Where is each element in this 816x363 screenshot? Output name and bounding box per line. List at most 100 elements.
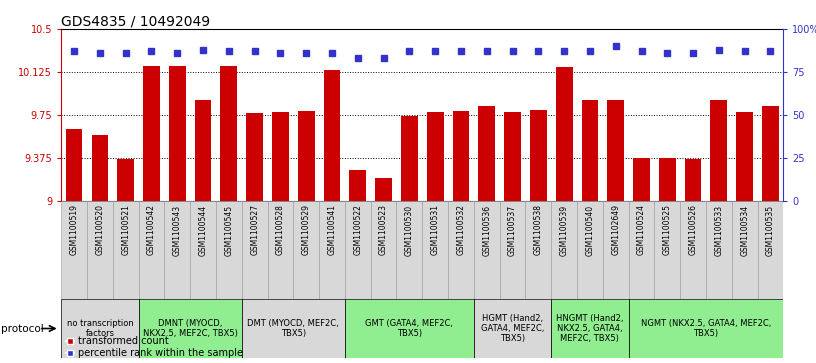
Text: GSM1100533: GSM1100533 bbox=[714, 204, 723, 256]
Bar bbox=[654, 201, 681, 299]
Bar bbox=[61, 201, 87, 299]
Text: GSM1100539: GSM1100539 bbox=[560, 204, 569, 256]
Text: GDS4835 / 10492049: GDS4835 / 10492049 bbox=[61, 15, 211, 29]
Bar bbox=[607, 100, 624, 201]
Bar bbox=[324, 70, 340, 201]
Bar bbox=[427, 112, 444, 201]
Bar bbox=[349, 171, 366, 201]
Bar bbox=[659, 158, 676, 201]
Bar bbox=[272, 112, 289, 201]
Bar bbox=[220, 66, 237, 201]
Bar bbox=[87, 201, 113, 299]
Legend: transformed count, percentile rank within the sample: transformed count, percentile rank withi… bbox=[66, 336, 242, 358]
Text: GSM1100543: GSM1100543 bbox=[173, 204, 182, 256]
Text: GSM1100534: GSM1100534 bbox=[740, 204, 749, 256]
Bar bbox=[736, 112, 753, 201]
Bar bbox=[91, 135, 109, 201]
Bar bbox=[139, 299, 242, 358]
Text: GSM1102649: GSM1102649 bbox=[611, 204, 620, 256]
Text: DMT (MYOCD, MEF2C,
TBX5): DMT (MYOCD, MEF2C, TBX5) bbox=[247, 319, 339, 338]
Text: no transcription
factors: no transcription factors bbox=[67, 319, 133, 338]
Bar bbox=[504, 112, 521, 201]
Text: GMT (GATA4, MEF2C,
TBX5): GMT (GATA4, MEF2C, TBX5) bbox=[366, 319, 454, 338]
Bar bbox=[453, 111, 469, 201]
Text: GSM1100525: GSM1100525 bbox=[663, 204, 672, 256]
Text: GSM1100536: GSM1100536 bbox=[482, 204, 491, 256]
Text: GSM1100542: GSM1100542 bbox=[147, 204, 156, 256]
Bar bbox=[190, 201, 216, 299]
Bar bbox=[397, 201, 423, 299]
Bar bbox=[711, 100, 727, 201]
Text: protocol: protocol bbox=[1, 323, 43, 334]
Text: GSM1100519: GSM1100519 bbox=[69, 204, 78, 256]
Text: NGMT (NKX2.5, GATA4, MEF2C,
TBX5): NGMT (NKX2.5, GATA4, MEF2C, TBX5) bbox=[641, 319, 771, 338]
Bar bbox=[66, 129, 82, 201]
Text: GSM1100544: GSM1100544 bbox=[198, 204, 207, 256]
Bar bbox=[293, 201, 319, 299]
Bar bbox=[762, 106, 778, 201]
Bar bbox=[345, 299, 474, 358]
Bar bbox=[552, 201, 577, 299]
Bar bbox=[268, 201, 293, 299]
Bar bbox=[370, 201, 397, 299]
Bar bbox=[375, 179, 392, 201]
Bar bbox=[195, 100, 211, 201]
Bar bbox=[628, 201, 654, 299]
Text: GSM1100522: GSM1100522 bbox=[353, 204, 362, 255]
Bar bbox=[61, 299, 139, 358]
Bar bbox=[298, 111, 315, 201]
Bar bbox=[577, 201, 603, 299]
Text: GSM1100531: GSM1100531 bbox=[431, 204, 440, 256]
Bar bbox=[169, 66, 186, 201]
Bar bbox=[164, 201, 190, 299]
Bar bbox=[345, 201, 370, 299]
Text: GSM1100541: GSM1100541 bbox=[327, 204, 336, 256]
Text: GSM1100535: GSM1100535 bbox=[766, 204, 775, 256]
Bar bbox=[139, 201, 164, 299]
Text: GSM1100524: GSM1100524 bbox=[637, 204, 646, 256]
Bar bbox=[552, 299, 628, 358]
Bar bbox=[685, 159, 702, 201]
Bar bbox=[633, 158, 650, 201]
Text: GSM1100523: GSM1100523 bbox=[379, 204, 388, 256]
Bar bbox=[526, 201, 552, 299]
Bar bbox=[732, 201, 757, 299]
Bar bbox=[681, 201, 706, 299]
Text: GSM1100526: GSM1100526 bbox=[689, 204, 698, 256]
Bar bbox=[499, 201, 526, 299]
Bar bbox=[448, 201, 474, 299]
Bar bbox=[242, 201, 268, 299]
Bar bbox=[319, 201, 345, 299]
Text: GSM1100530: GSM1100530 bbox=[405, 204, 414, 256]
Text: HGMT (Hand2,
GATA4, MEF2C,
TBX5): HGMT (Hand2, GATA4, MEF2C, TBX5) bbox=[481, 314, 544, 343]
Bar bbox=[706, 201, 732, 299]
Text: GSM1100545: GSM1100545 bbox=[224, 204, 233, 256]
Bar bbox=[582, 100, 598, 201]
Text: GSM1100537: GSM1100537 bbox=[508, 204, 517, 256]
Bar bbox=[474, 299, 552, 358]
Text: GSM1100528: GSM1100528 bbox=[276, 204, 285, 255]
Bar bbox=[118, 159, 134, 201]
Text: HNGMT (Hand2,
NKX2.5, GATA4,
MEF2C, TBX5): HNGMT (Hand2, NKX2.5, GATA4, MEF2C, TBX5… bbox=[557, 314, 623, 343]
Bar bbox=[530, 110, 547, 201]
Text: GSM1100520: GSM1100520 bbox=[95, 204, 104, 256]
Text: GSM1100529: GSM1100529 bbox=[302, 204, 311, 256]
Bar bbox=[242, 299, 345, 358]
Bar bbox=[113, 201, 139, 299]
Bar bbox=[401, 117, 418, 201]
Bar bbox=[757, 201, 783, 299]
Text: GSM1100540: GSM1100540 bbox=[585, 204, 594, 256]
Bar bbox=[478, 106, 495, 201]
Bar bbox=[628, 299, 783, 358]
Bar bbox=[246, 113, 263, 201]
Bar bbox=[143, 66, 160, 201]
Text: GSM1100532: GSM1100532 bbox=[456, 204, 465, 256]
Bar bbox=[556, 67, 573, 201]
Bar bbox=[603, 201, 628, 299]
Bar bbox=[216, 201, 242, 299]
Text: DMNT (MYOCD,
NKX2.5, MEF2C, TBX5): DMNT (MYOCD, NKX2.5, MEF2C, TBX5) bbox=[143, 319, 237, 338]
Bar bbox=[423, 201, 448, 299]
Bar bbox=[474, 201, 499, 299]
Text: GSM1100527: GSM1100527 bbox=[251, 204, 259, 256]
Text: GSM1100521: GSM1100521 bbox=[122, 204, 131, 255]
